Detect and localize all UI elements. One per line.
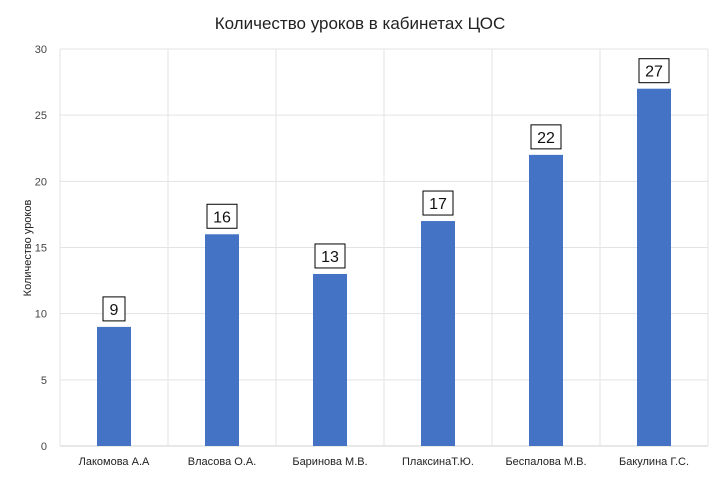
y-tick-label: 25	[35, 110, 47, 122]
data-label-box	[102, 296, 126, 322]
bar	[97, 326, 131, 446]
bar	[421, 221, 455, 446]
y-tick-label: 15	[35, 243, 47, 255]
x-axis-ticks: Лакомова А.А Власова О.А. Баринова М.В. Пла…	[79, 456, 689, 468]
bar	[205, 234, 239, 446]
bar	[529, 154, 563, 446]
x-tick-label: Власова О.А.	[188, 456, 257, 468]
chart-title: Количество уроков в кабинетах ЦОС	[215, 14, 506, 33]
y-axis-label: Количество уроков	[22, 200, 34, 297]
y-tick-label: 0	[41, 441, 47, 453]
bar	[313, 273, 347, 446]
y-tick-label: 20	[35, 176, 47, 188]
x-tick-label: Баринова М.В.	[292, 456, 367, 468]
y-tick-label: 5	[41, 375, 47, 387]
y-tick-label: 10	[35, 309, 47, 321]
x-tick-label: Бакулина Г.С.	[619, 456, 689, 468]
bars: 9 16 13 17 22 27	[97, 58, 671, 446]
data-label-box	[422, 190, 454, 216]
x-tick-label: Беспалова М.В.	[505, 456, 586, 468]
y-tick-label: 30	[35, 44, 47, 56]
x-tick-label: Лакомова А.А	[79, 456, 150, 468]
data-label-box	[314, 243, 346, 269]
data-label: 22	[537, 130, 555, 147]
y-axis-ticks: 0 5 10 15 20 25 30	[35, 44, 47, 453]
data-label: 27	[645, 64, 663, 81]
data-label-box	[530, 124, 562, 150]
x-tick-label: ПлаксинаТ.Ю.	[402, 456, 474, 468]
data-label: 9	[110, 302, 119, 319]
data-label: 13	[321, 249, 339, 266]
data-label: 16	[213, 209, 231, 226]
data-label-box	[206, 203, 238, 229]
gridlines	[59, 48, 709, 447]
data-label-box	[638, 58, 670, 84]
bar	[637, 88, 671, 446]
data-label: 17	[429, 196, 447, 213]
